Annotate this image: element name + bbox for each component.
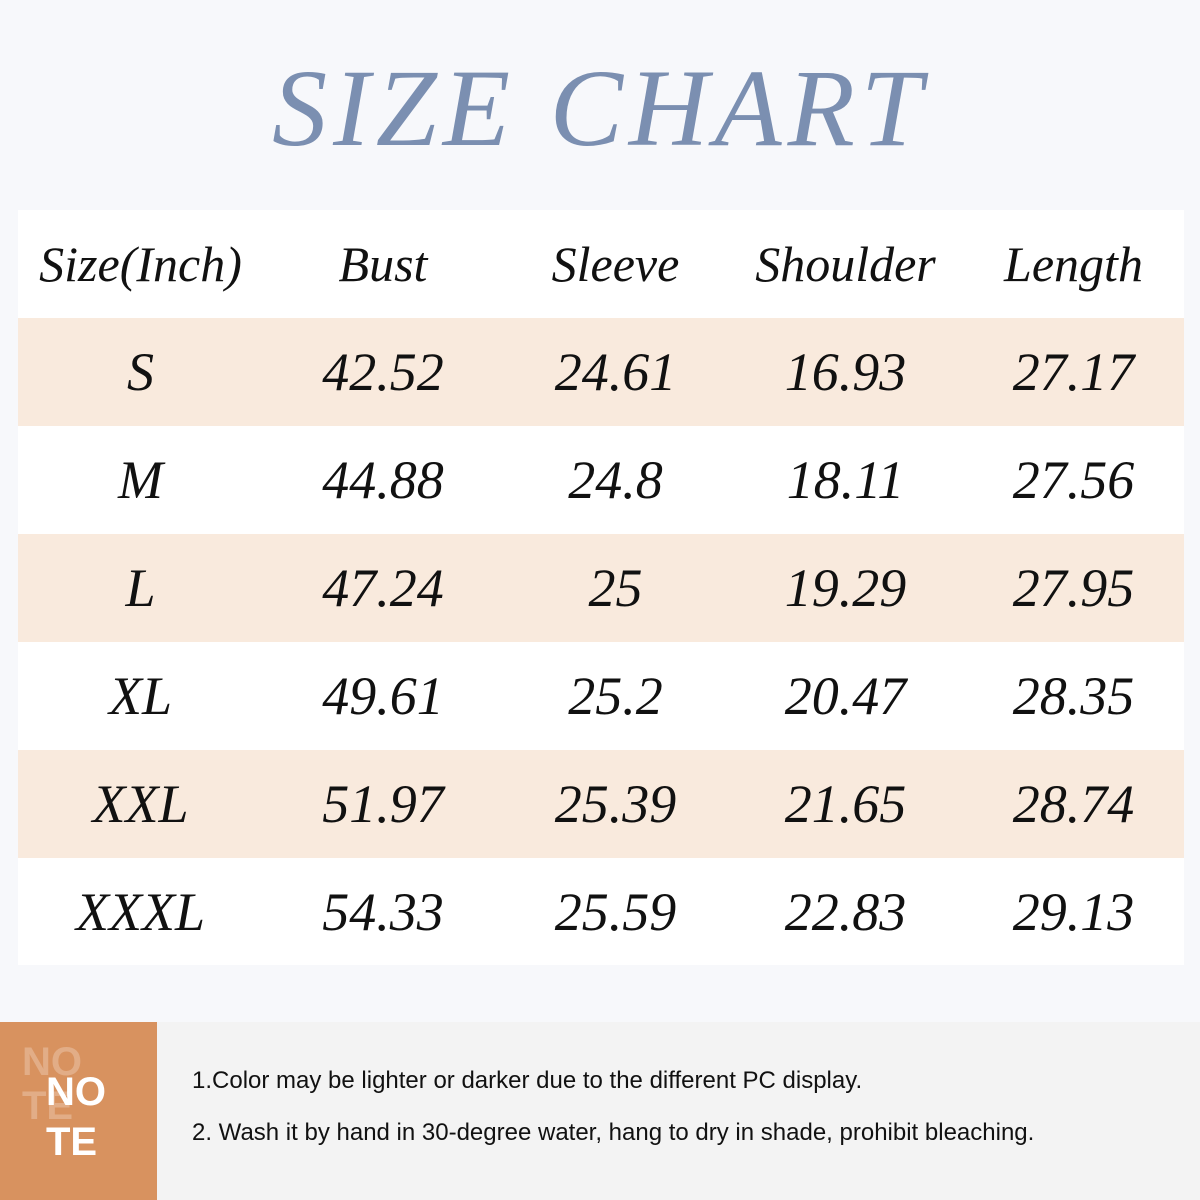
note-badge: NOTE NO TE [0, 1022, 157, 1200]
cell-size: XXXL [76, 882, 205, 942]
table-body: S 42.52 24.61 16.93 27.17 M 44.88 24.8 18.11 27.5… [18, 318, 1184, 966]
table-row: L 47.24 25 19.29 27.95 [18, 534, 1184, 642]
cell-size: S [127, 342, 154, 402]
cell-sleeve: 25.59 [554, 882, 677, 942]
cell-size: L [125, 558, 156, 618]
cell-size: M [118, 450, 163, 510]
cell-length: 29.13 [1012, 882, 1135, 942]
cell-length: 28.35 [1012, 666, 1135, 726]
cell-sleeve: 24.8 [568, 450, 663, 510]
table-row: XXL 51.97 25.39 21.65 28.74 [18, 750, 1184, 858]
header-length: Length [1004, 236, 1143, 292]
cell-bust: 44.88 [322, 450, 444, 510]
cell-sleeve: 25.2 [568, 666, 663, 726]
header-shoulder: Shoulder [755, 236, 936, 292]
cell-length: 27.56 [1012, 450, 1135, 510]
cell-bust: 49.61 [322, 666, 444, 726]
note-label: NO TE [46, 1067, 106, 1167]
table-row: XL 49.61 25.2 20.47 28.35 [18, 642, 1184, 750]
note-item: 1.Color may be lighter or darker due to … [192, 1067, 863, 1094]
note-item: 2. Wash it by hand in 30-degree water, h… [192, 1119, 1035, 1146]
cell-shoulder: 16.93 [784, 342, 907, 402]
cell-bust: 47.24 [322, 558, 444, 618]
table-row: M 44.88 24.8 18.11 27.56 [18, 426, 1184, 534]
cell-bust: 54.33 [322, 882, 444, 942]
cell-bust: 42.52 [322, 342, 444, 402]
table-row: XXXL 54.33 25.59 22.83 29.13 [18, 858, 1184, 966]
cell-bust: 51.97 [322, 774, 444, 834]
cell-shoulder: 22.83 [784, 882, 907, 942]
cell-size: XL [108, 666, 173, 726]
cell-shoulder: 19.29 [784, 558, 907, 618]
size-table: Size(Inch) Bust Sleeve Shoulder Length S… [18, 210, 1184, 965]
cell-sleeve: 25.39 [554, 774, 677, 834]
cell-length: 27.95 [1012, 558, 1135, 618]
note-panel: 1.Color may be lighter or darker due to … [157, 1022, 1200, 1200]
cell-length: 27.17 [1012, 342, 1135, 402]
cell-length: 28.74 [1012, 774, 1135, 834]
header-sleeve: Sleeve [551, 236, 680, 292]
note-ghost-text: NOTE [22, 1040, 82, 1128]
cell-shoulder: 21.65 [784, 774, 907, 834]
cell-sleeve: 25 [588, 558, 643, 618]
cell-sleeve: 24.61 [554, 342, 677, 402]
header-bust: Bust [338, 236, 428, 292]
cell-size: XXL [92, 774, 189, 834]
note-label-line1: NO [46, 1070, 106, 1114]
page-title: SIZE CHART [272, 47, 928, 169]
cell-shoulder: 20.47 [784, 666, 907, 726]
note-label-line2: TE [46, 1120, 98, 1164]
table-header-row: Size(Inch) Bust Sleeve Shoulder Length [18, 210, 1184, 318]
cell-shoulder: 18.11 [786, 450, 905, 510]
header-size: Size(Inch) [39, 236, 242, 292]
table-row: S 42.52 24.61 16.93 27.17 [18, 318, 1184, 426]
